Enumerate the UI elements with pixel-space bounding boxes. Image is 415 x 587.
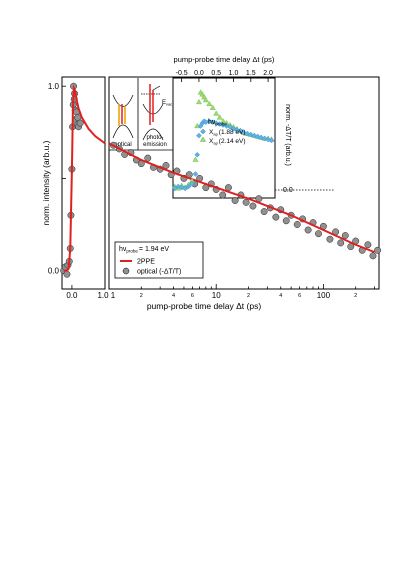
optical-point: [231, 197, 239, 204]
inset-legend-label-1: Xap(1.88 eV): [209, 129, 246, 137]
inset-point-2.14eV: [209, 104, 216, 110]
inset-x-tick-label: 0.0: [194, 70, 204, 77]
schematic-optical: [112, 94, 134, 139]
optical-point: [63, 270, 71, 278]
legend-optical-marker: [122, 267, 130, 275]
optical-point: [219, 191, 227, 199]
inset-point-1.88eV: [244, 130, 251, 137]
x-tick-label: 4: [279, 293, 282, 299]
inset-panel: -0.5 0.0 0.5 1.0 1.5 2.0: [171, 70, 275, 192]
linear-panel-frame: [61, 76, 106, 290]
log-panel-frame: [108, 76, 380, 290]
inset-x-tick-label: 1.0: [229, 70, 239, 77]
inset-legend-label-2: Xap(2.14 eV): [209, 138, 246, 146]
inset-legend: hνprobe Xap(1.88 eV) Xap(2.14 eV): [199, 119, 246, 146]
x-tick-label: 1: [111, 291, 116, 300]
electron-escape: [152, 85, 161, 91]
inset-point-2.14eV: [192, 156, 199, 162]
optical-point: [315, 230, 322, 238]
x-axis-label: pump-probe time delay Δt (ps): [147, 301, 262, 311]
x-tick-label: 2: [247, 293, 250, 299]
inset-x-tick-label: 2.0: [263, 70, 273, 77]
legend-2ppe-label: 2PPE: [137, 259, 155, 266]
optical-point: [224, 184, 232, 192]
inset-x-axis-label: pump-probe time delay Δt (ps): [174, 55, 275, 64]
inset-point-1.88eV: [194, 152, 200, 158]
inset-point-1.88eV: [189, 180, 195, 187]
inset-point-1.88eV: [237, 128, 244, 134]
inset-legend-title: hνprobe: [208, 119, 227, 127]
optical-point: [242, 198, 250, 206]
schematic-photoemission: [141, 84, 164, 141]
schematic-optical-label: optical: [114, 142, 131, 148]
y-tick-label: 1.0: [48, 82, 60, 91]
inset-point-1.88eV: [209, 119, 216, 125]
2ppe-line-log: [108, 142, 375, 254]
x-tick-label: 100: [317, 291, 331, 300]
inset-point-1.88eV: [216, 121, 223, 127]
inset-point-2.14eV: [216, 114, 223, 120]
inset-point-1.88eV: [192, 171, 199, 177]
schematic-pe-label-2: emission: [143, 142, 167, 148]
x-tick-label: 0.0: [66, 291, 78, 300]
optical-point: [341, 232, 349, 239]
inset-zero-label: 0.0: [283, 187, 293, 194]
inset-point-2.14eV: [195, 99, 202, 105]
inset-x-tick-label: 0.5: [211, 70, 221, 77]
inset-point-1.88eV: [185, 183, 192, 190]
inset-point-1.88eV: [220, 122, 226, 128]
optical-point: [76, 119, 84, 127]
y-tick-label: 0.0: [48, 267, 60, 276]
schematic-pe-label-1: photo-: [146, 135, 163, 141]
inset-x-tick-label: 1.5: [246, 70, 256, 77]
inset-point-1.88eV: [265, 136, 271, 143]
optical-point: [293, 221, 301, 228]
x-tick-label: 1.0: [97, 291, 109, 300]
optical-point: [144, 154, 152, 162]
band-lower-pe: [142, 128, 164, 141]
inset-point-2.14eV: [206, 100, 213, 107]
inset-point-1.88eV: [182, 185, 188, 192]
optical-point: [369, 252, 377, 260]
evac-label: Evac: [162, 100, 172, 107]
inset-point-1.88eV: [248, 131, 254, 138]
inset-point-1.88eV: [227, 124, 233, 130]
log-panel: 1 2 4 6 10 2 4 6 100 2: [108, 141, 382, 300]
inset-point-2.14eV: [202, 97, 209, 103]
inset-x-tick-label: -0.5: [176, 70, 188, 77]
main-legend-title: hνprobe= 1.94 eV: [119, 246, 169, 254]
x-tick-label: 2: [354, 293, 357, 299]
inset-point-1.88eV: [268, 137, 275, 144]
x-tick-label: 6: [191, 293, 194, 299]
optical-point: [249, 202, 257, 210]
inset-legend-marker-1: [200, 128, 206, 135]
x-tick-label: 2: [140, 293, 143, 299]
optical-point: [364, 241, 372, 249]
y-axis-label: norm. intensity (arb.u.): [41, 140, 51, 225]
inset-point-1.88eV: [196, 132, 202, 139]
2ppe-line-linear: [63, 84, 106, 272]
band-upper-optical: [112, 94, 134, 107]
inset-point-1.88eV: [171, 185, 178, 192]
optical-point: [304, 226, 312, 234]
band-lower-optical: [112, 124, 134, 139]
inset-y-axis-label: norm. -ΔT/T (arb.u.): [284, 104, 291, 166]
x-tick-label: 4: [172, 293, 175, 299]
optical-point: [272, 213, 280, 221]
optical-point: [337, 239, 345, 247]
optical-point: [260, 208, 268, 216]
main-legend: hνprobe= 1.94 eV 2PPE optical (-ΔT/T): [114, 241, 204, 279]
inset-point-1.88eV: [254, 133, 261, 140]
x-tick-label: 10: [212, 291, 221, 300]
linear-panel: 0.0 1.0 0.0 1.0: [48, 82, 109, 300]
optical-point: [162, 162, 170, 169]
inset-point-2.14eV: [213, 110, 220, 116]
optical-point: [374, 246, 382, 254]
x-tick-label: 6: [298, 293, 301, 299]
optical-point: [282, 217, 290, 225]
inset-legend-marker-2: [199, 136, 207, 142]
optical-point: [326, 235, 334, 243]
legend-optical-label: optical (-ΔT/T): [137, 269, 181, 276]
